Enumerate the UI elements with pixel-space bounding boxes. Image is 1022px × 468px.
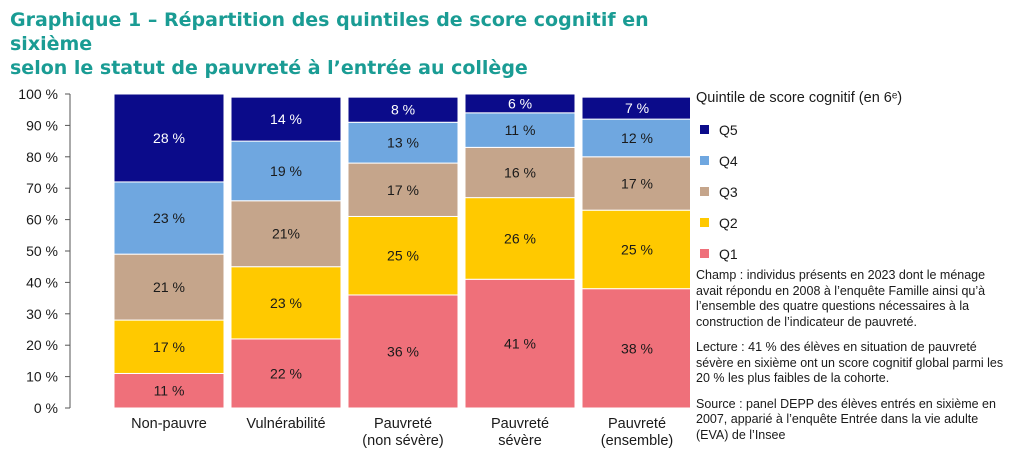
legend-item-q5: Q5 [700, 114, 738, 145]
data-label-q1-4: 38 % [621, 340, 653, 356]
data-label-q4-2: 13 % [387, 135, 419, 151]
x-tick-label: Vulnérabilité [221, 416, 351, 433]
data-label-q2-1: 23 % [270, 295, 302, 311]
bar-q1-4 [581, 288, 690, 409]
legend-swatch-q2 [700, 218, 709, 227]
data-label-q2-2: 25 % [387, 248, 419, 264]
data-label-q2-3: 26 % [504, 230, 536, 246]
bar-q5-2 [347, 96, 459, 123]
chart-notes: Champ : individus présents en 2023 dont … [696, 268, 1014, 453]
bar-q2-0 [113, 319, 225, 374]
note-source: Source : panel DEPP des élèves entrés en… [696, 396, 996, 442]
bar-q1-3 [464, 278, 576, 409]
bar-q5-3 [464, 93, 576, 114]
data-label-q3-0: 21 % [153, 279, 185, 295]
x-tick-label-line: Vulnérabilité [246, 416, 326, 432]
y-tick-label: 80 % [26, 149, 58, 165]
bar-q2-2 [347, 215, 459, 296]
bar-q3-4 [581, 156, 690, 211]
chart-title: Graphique 1 – Répartition des quintiles … [10, 8, 690, 80]
bar-q4-3 [464, 112, 576, 148]
bar-q3-2 [347, 162, 459, 217]
y-tick-label: 90 % [26, 117, 58, 133]
stacked-bar-chart: 0 % 10 % 20 % 30 % 40 % 50 % 60 % 70 % 80 % 90 % 1… [18, 86, 690, 416]
data-label-q3-2: 17 % [387, 182, 419, 198]
x-tick-label-line: Non-pauvre [131, 416, 207, 432]
bar-q5-4 [581, 96, 690, 120]
y-tick-label: 50 % [26, 243, 58, 259]
legend-label-q1: Q1 [719, 245, 738, 262]
legend-swatch-q1 [700, 249, 709, 258]
title-line-1: Graphique 1 – Répartition des quintiles … [10, 9, 649, 55]
x-tick-label-line: (ensemble) [600, 433, 674, 449]
x-tick-label: Non-pauvre [104, 416, 234, 433]
data-label-q5-2: 8 % [391, 102, 415, 118]
bar-q4-2 [347, 121, 459, 164]
note-champ: Champ : individus présents en 2023 dont … [696, 268, 986, 329]
x-tick-label-line: Pauvreté [373, 416, 433, 432]
y-tick-label: 20 % [26, 337, 58, 353]
legend: Q5 Q4 Q3 Q2 Q1 [700, 114, 738, 269]
data-label-q4-0: 23 % [153, 210, 185, 226]
y-tick-label: 10 % [26, 369, 58, 385]
x-tick-label-line: Pauvreté [490, 416, 550, 432]
data-label-q2-4: 25 % [621, 241, 653, 257]
data-label-q3-3: 16 % [504, 165, 536, 181]
data-label-q4-3: 11 % [505, 122, 536, 138]
x-tick-label: Pauvreté (non sévère) [338, 416, 468, 450]
y-tick-label: 100 % [18, 86, 58, 102]
data-label-q3-4: 17 % [621, 175, 653, 191]
data-label-q1-1: 22 % [270, 365, 302, 381]
bar-q3-0 [113, 253, 225, 321]
title-line-2: selon le statut de pauvreté à l’entrée a… [10, 57, 528, 79]
y-tick-label: 0 % [34, 400, 58, 416]
note-lecture: Lecture : 41 % des élèves en situation d… [696, 340, 1004, 385]
legend-label-q3: Q3 [719, 183, 738, 200]
bar-q2-4 [581, 209, 690, 290]
data-label-q2-0: 17 % [153, 339, 185, 355]
y-tick-label: 30 % [26, 306, 58, 322]
data-label-q5-0: 28 % [153, 130, 185, 146]
legend-item-q4: Q4 [700, 145, 738, 176]
data-label-q5-1: 14 % [270, 111, 302, 127]
legend-item-q1: Q1 [700, 238, 738, 269]
bar-q3-1 [230, 200, 342, 268]
bar-q1-1 [230, 338, 342, 409]
bar-q5-1 [230, 96, 342, 142]
legend-swatch-q4 [700, 156, 709, 165]
bar-q4-1 [230, 140, 342, 202]
legend-item-q3: Q3 [700, 176, 738, 207]
legend-label-q4: Q4 [719, 152, 738, 169]
bar-q4-4 [581, 118, 690, 158]
legend-swatch-q5 [700, 125, 709, 134]
x-tick-label: Pauvreté (ensemble) [572, 416, 702, 450]
bar-q3-3 [464, 146, 576, 199]
x-tick-label-line: sévère [498, 433, 542, 449]
bar-q5-0 [113, 93, 225, 183]
y-tick-label: 60 % [26, 212, 58, 228]
bar-q1-2 [347, 294, 459, 409]
legend-label-q5: Q5 [719, 121, 738, 138]
data-label-q3-1: 21% [272, 226, 300, 242]
legend-title: Quintile de score cognitif (en 6ᵉ) [696, 90, 903, 106]
legend-label-q2: Q2 [719, 214, 738, 231]
x-tick-label-line: (non sévère) [362, 433, 444, 449]
y-tick-label: 40 % [26, 274, 58, 290]
data-label-q5-3: 6 % [508, 95, 532, 111]
bar-q1-0 [113, 372, 225, 409]
bar-q2-3 [464, 197, 576, 280]
x-tick-label: Pauvreté sévère [455, 416, 585, 450]
data-label-q1-0: 11 % [154, 383, 185, 399]
legend-swatch-q3 [700, 187, 709, 196]
y-tick-label: 70 % [26, 180, 58, 196]
data-label-q1-2: 36 % [387, 343, 419, 359]
data-label-q5-4: 7 % [625, 100, 649, 116]
bar-q4-0 [113, 181, 225, 255]
data-label-q4-4: 12 % [621, 130, 653, 146]
x-tick-label-line: Pauvreté [607, 416, 667, 432]
data-label-q4-1: 19 % [270, 163, 302, 179]
legend-item-q2: Q2 [700, 207, 738, 238]
data-label-q1-3: 41 % [504, 336, 536, 352]
